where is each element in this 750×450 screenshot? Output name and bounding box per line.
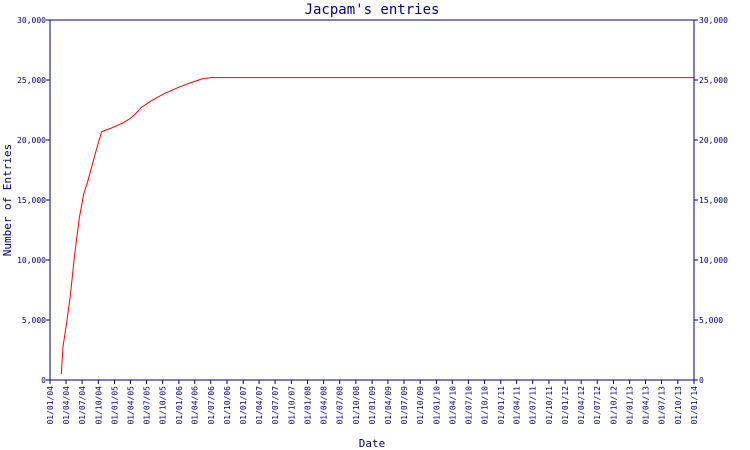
y-tick-label-left: 15,000: [17, 196, 46, 205]
x-tick-label: 01/07/05: [142, 386, 151, 425]
y-tick-label-left: 25,000: [17, 76, 46, 85]
x-tick-label: 01/10/05: [159, 386, 168, 425]
x-tick-label: 01/07/08: [336, 386, 345, 425]
y-tick-label-right: 10,000: [699, 256, 728, 265]
x-tick-label: 01/10/04: [94, 386, 103, 425]
y-axis-right: 0 5,000 10,000 15,000 20,000 25,000 30,000: [694, 16, 728, 385]
x-tick-label: 01/04/06: [191, 386, 200, 425]
x-tick-label: 01/04/05: [126, 386, 135, 425]
x-tick-label: 01/10/07: [287, 386, 296, 425]
x-tick-label: 01/07/12: [593, 386, 602, 425]
x-tick-label: 01/04/08: [320, 386, 329, 425]
y-tick-label-left: 0: [41, 376, 46, 385]
x-tick-label: 01/10/12: [609, 386, 618, 425]
x-tick-label: 01/04/13: [642, 386, 651, 425]
x-tick-label: 01/01/06: [175, 386, 184, 425]
x-tick-label: 01/07/06: [207, 386, 216, 425]
y-tick-label-left: 10,000: [17, 256, 46, 265]
y-axis-label: Number of Entries: [1, 144, 14, 257]
x-tick-label: 01/01/14: [690, 386, 699, 425]
series-line: [60, 77, 694, 375]
y-tick-label-right: 30,000: [699, 16, 728, 25]
x-tick-label: 01/10/09: [416, 386, 425, 425]
x-tick-label: 01/10/13: [674, 386, 683, 425]
y-tick-label-right: 25,000: [699, 76, 728, 85]
x-tick-label: 01/01/08: [304, 386, 313, 425]
chart-title: Jacpam's entries: [305, 2, 440, 18]
y-tick-label-right: 15,000: [699, 196, 728, 205]
series-layer: [60, 77, 694, 375]
y-tick-label-left: 30,000: [17, 16, 46, 25]
x-tick-label: 01/01/13: [626, 386, 635, 425]
x-tick-label: 01/07/11: [529, 386, 538, 425]
plot-frame: [49, 19, 695, 381]
x-tick-label: 01/07/09: [400, 386, 409, 425]
x-tick-label: 01/04/12: [577, 386, 586, 425]
x-tick-label: 01/04/09: [384, 386, 393, 425]
y-tick-label-right: 20,000: [699, 136, 728, 145]
y-tick-label-right: 0: [699, 376, 704, 385]
x-tick-label: 01/07/10: [464, 386, 473, 425]
x-axis: 01/01/04 01/04/04 01/07/04 01/10/04 01/01/05…: [46, 380, 699, 425]
x-tick-label: 01/07/04: [78, 386, 87, 425]
x-tick-label: 01/04/10: [448, 386, 457, 425]
x-tick-label: 01/07/13: [658, 386, 667, 425]
x-tick-label: 01/10/10: [481, 386, 490, 425]
x-tick-label: 01/01/05: [111, 386, 120, 425]
x-tick-label: 01/01/11: [497, 386, 506, 425]
x-tick-label: 01/01/09: [368, 386, 377, 425]
x-tick-label: 01/04/11: [513, 386, 522, 425]
x-tick-label: 01/10/08: [352, 386, 361, 425]
x-tick-label: 01/10/11: [545, 386, 554, 425]
x-tick-label: 01/01/07: [239, 386, 248, 425]
y-axis-left: 0 5,000 10,000 15,000 20,000 25,000 30,000: [17, 16, 50, 385]
x-tick-label: 01/04/07: [255, 386, 264, 425]
x-axis-label: Date: [359, 437, 386, 450]
y-tick-label-left: 20,000: [17, 136, 46, 145]
y-tick-label-left: 5,000: [22, 316, 46, 325]
x-tick-label: 01/04/04: [62, 386, 71, 425]
x-tick-label: 01/10/06: [223, 386, 232, 425]
x-tick-label: 01/01/10: [432, 386, 441, 425]
x-tick-label: 01/01/12: [561, 386, 570, 425]
x-tick-label: 01/01/04: [46, 386, 55, 425]
y-tick-label-right: 5,000: [699, 316, 723, 325]
x-tick-label: 01/07/07: [271, 386, 280, 425]
